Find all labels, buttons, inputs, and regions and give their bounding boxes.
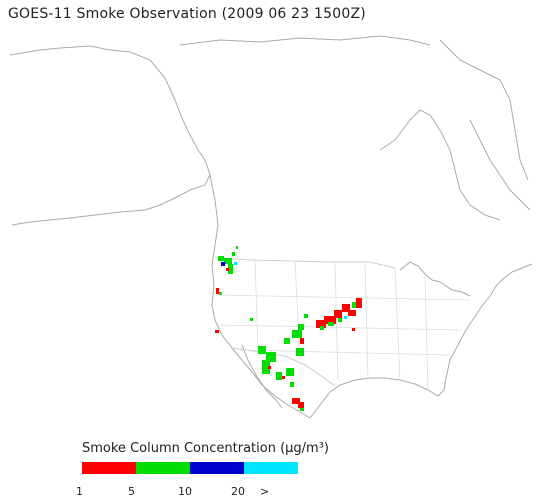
legend-swatch-3 — [190, 462, 244, 474]
legend-tick-20: 20 — [231, 485, 245, 498]
state-borders — [214, 259, 471, 391]
legend-title: Smoke Column Concentration (µg/m³) — [82, 441, 329, 456]
map-title: GOES-11 Smoke Observation (2009 06 23 15… — [8, 6, 366, 22]
legend-tick-10: 10 — [178, 485, 192, 498]
coastline-arctic — [179, 35, 431, 46]
map-canvas — [9, 35, 533, 419]
legend-swatch-4 — [244, 462, 298, 474]
coastline-hudson — [379, 109, 501, 221]
coastline-greatlakes — [399, 261, 471, 297]
legend-swatch-1 — [82, 462, 136, 474]
coastline-west — [209, 174, 311, 419]
coastline-gulf — [309, 377, 447, 419]
border-us-mexico — [231, 347, 336, 387]
legend-tick-1: 1 — [76, 485, 83, 498]
coastline-greenland — [439, 39, 529, 181]
legend-tick-more: > — [260, 485, 270, 498]
coastline-east — [445, 263, 533, 379]
coastline-baja — [241, 344, 283, 409]
border-us-canada — [214, 257, 396, 269]
coastline-labrador — [469, 119, 531, 211]
legend-swatch-2 — [136, 462, 190, 474]
coastline-alaska — [9, 45, 211, 226]
legend-tick-5: 5 — [128, 485, 135, 498]
legend-color-bar — [82, 462, 298, 474]
smoke-pixels — [215, 246, 362, 411]
